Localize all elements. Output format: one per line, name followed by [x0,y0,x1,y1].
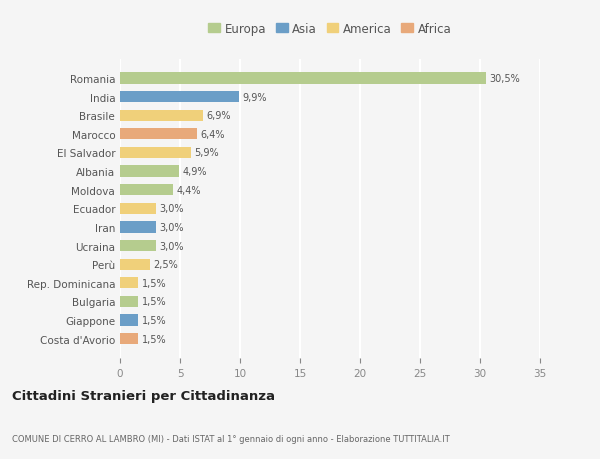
Legend: Europa, Asia, America, Africa: Europa, Asia, America, Africa [203,18,457,40]
Bar [120,222,156,233]
Bar [120,241,156,252]
Text: 4,9%: 4,9% [182,167,207,177]
Text: COMUNE DI CERRO AL LAMBRO (MI) - Dati ISTAT al 1° gennaio di ogni anno - Elabora: COMUNE DI CERRO AL LAMBRO (MI) - Dati IS… [12,434,450,442]
Bar [120,315,138,326]
Text: 2,5%: 2,5% [154,260,178,269]
Text: 9,9%: 9,9% [242,92,267,102]
Text: 3,0%: 3,0% [160,241,184,251]
Bar [120,147,191,159]
Bar [120,73,486,84]
Text: 1,5%: 1,5% [142,278,166,288]
Text: 30,5%: 30,5% [490,74,520,84]
Bar [120,296,138,308]
Bar [120,166,179,177]
Text: 6,4%: 6,4% [200,129,225,140]
Bar [120,110,203,122]
Text: Cittadini Stranieri per Cittadinanza: Cittadini Stranieri per Cittadinanza [12,389,275,403]
Bar [120,333,138,344]
Text: 3,0%: 3,0% [160,204,184,214]
Bar [120,203,156,214]
Text: 1,5%: 1,5% [142,334,166,344]
Bar [120,92,239,103]
Bar [120,278,138,289]
Bar [120,129,197,140]
Text: 1,5%: 1,5% [142,315,166,325]
Text: 3,0%: 3,0% [160,223,184,232]
Text: 6,9%: 6,9% [206,111,231,121]
Bar [120,259,150,270]
Bar [120,185,173,196]
Text: 4,4%: 4,4% [176,185,201,195]
Text: 5,9%: 5,9% [194,148,219,158]
Text: 1,5%: 1,5% [142,297,166,307]
